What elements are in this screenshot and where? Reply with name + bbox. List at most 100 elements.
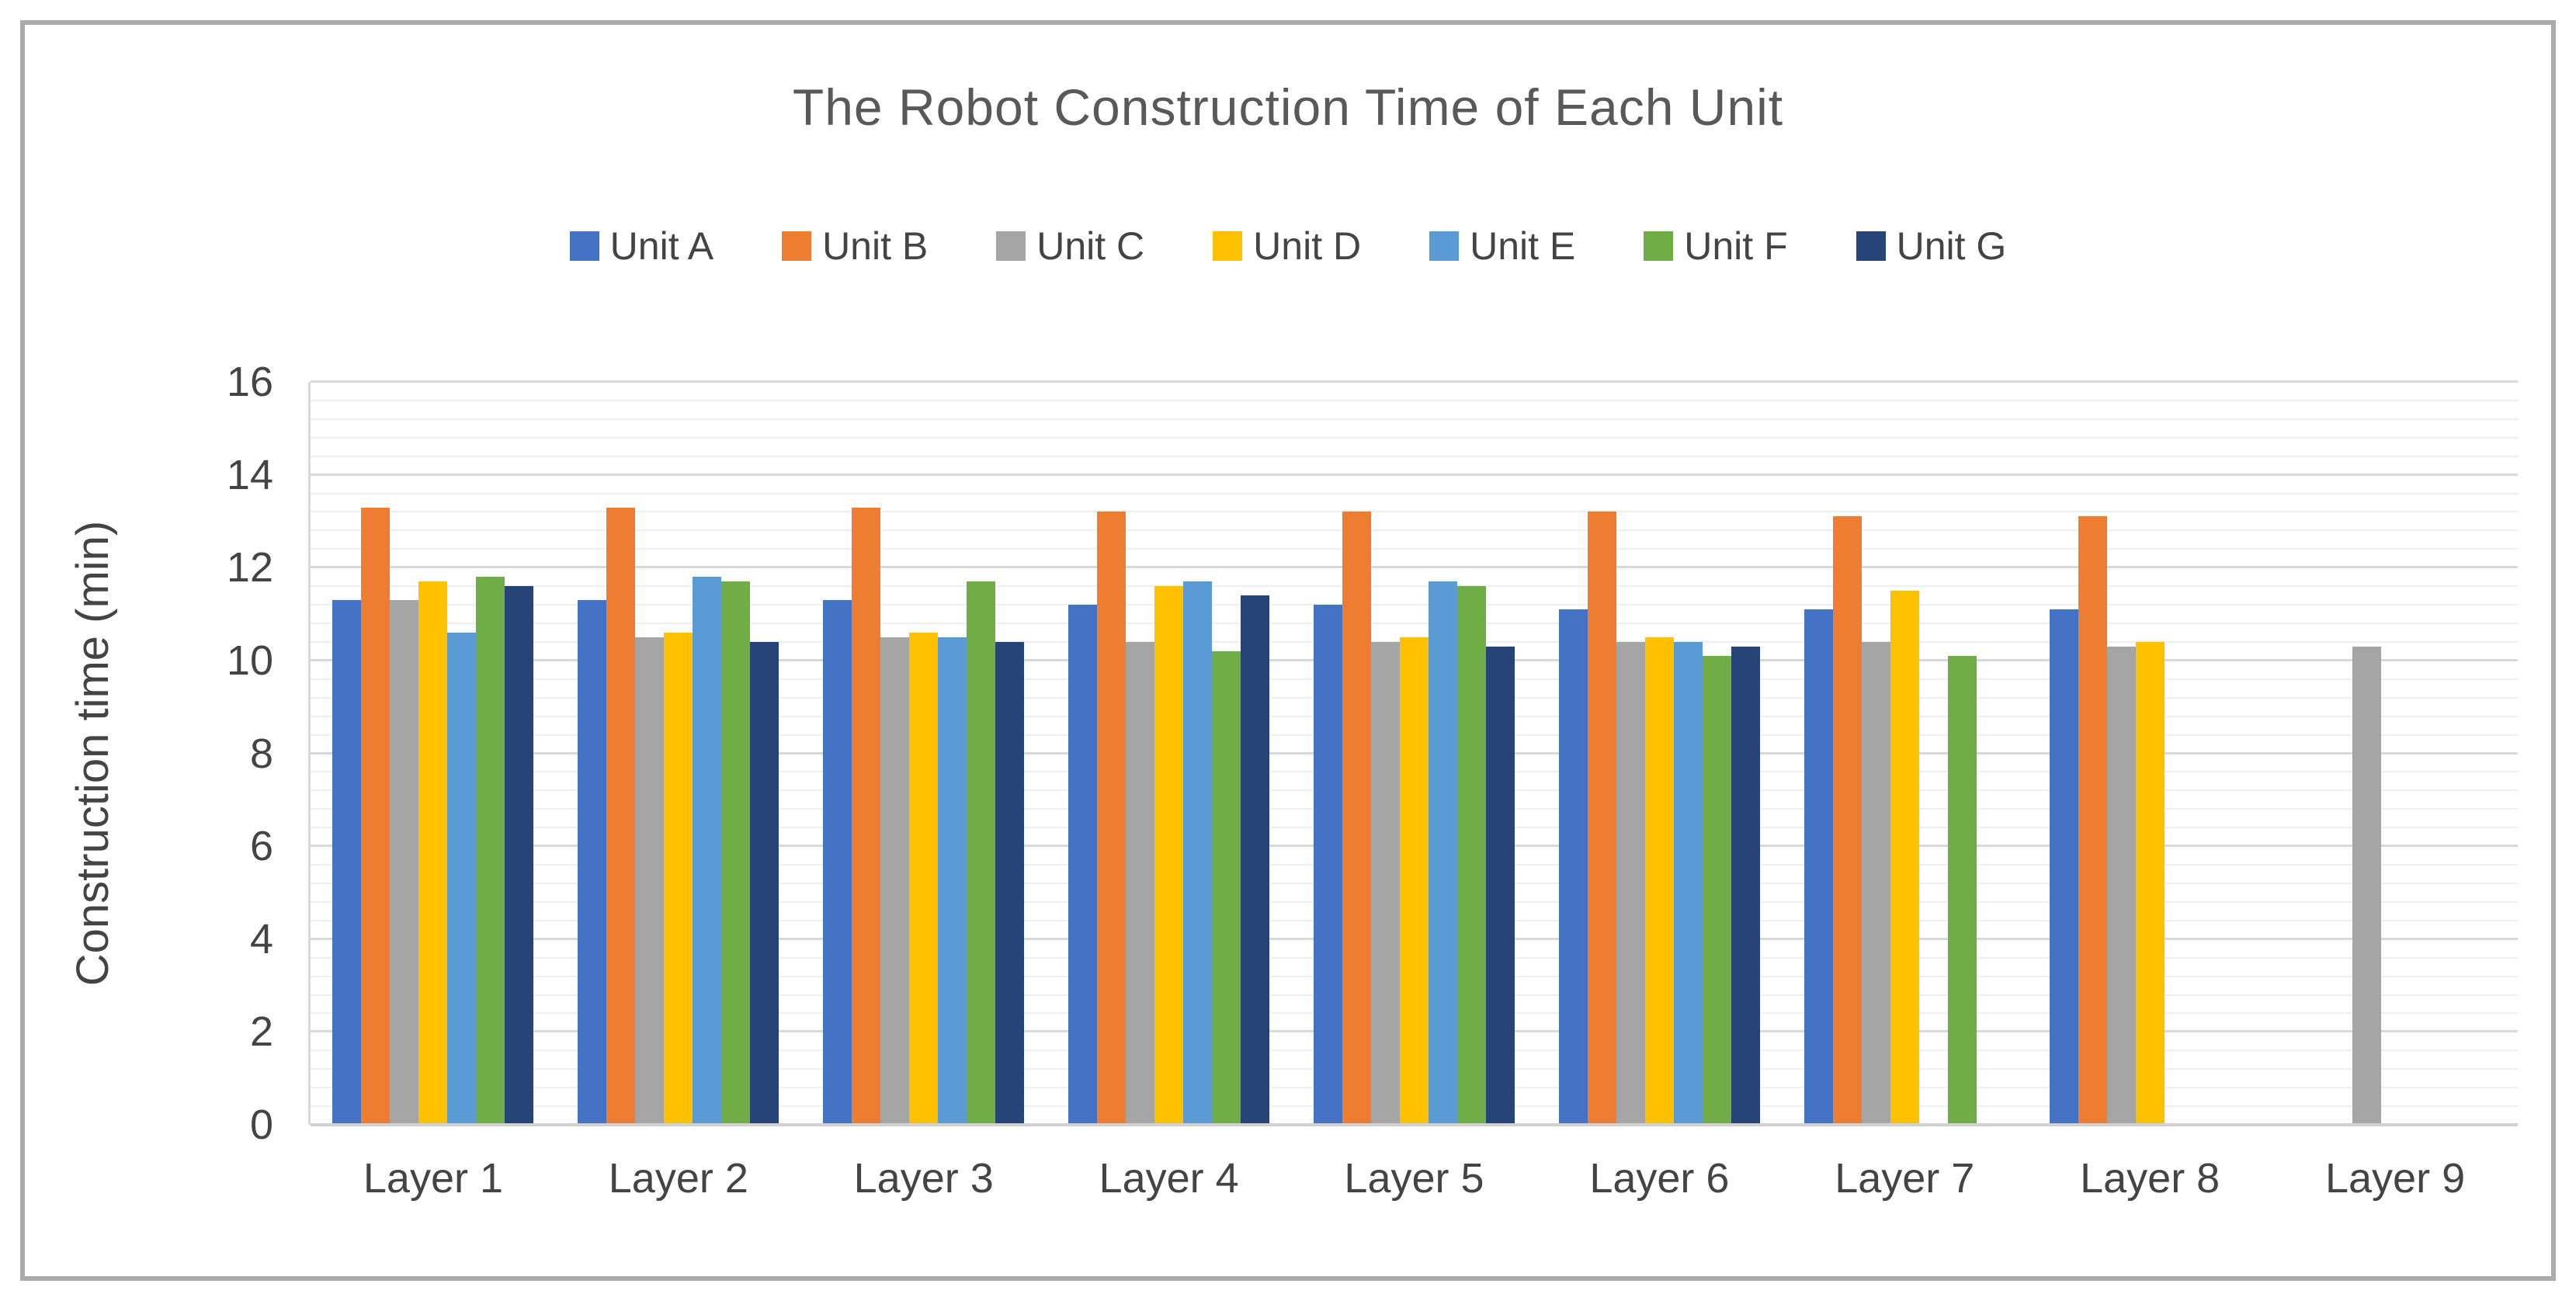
y-tick-label: 8: [249, 730, 273, 777]
legend-label: Unit C: [1036, 224, 1145, 268]
bar-unit-d-layer-3: [909, 633, 939, 1125]
y-axis-line: [308, 382, 311, 1125]
x-axis-label-layer-1: Layer 1: [363, 1155, 503, 1202]
y-tick-label: 10: [226, 637, 273, 684]
bar-unit-c-layer-8: [2106, 646, 2136, 1125]
bar-unit-b-layer-1: [361, 507, 391, 1125]
bar-group-layer-1: [311, 382, 556, 1125]
bar-unit-f-layer-7: [1947, 655, 1977, 1125]
bar-group-layer-8: [2027, 382, 2272, 1125]
bar-group-layer-5: [1292, 382, 1537, 1125]
bar-unit-a-layer-7: [1804, 609, 1833, 1125]
bar-unit-d-layer-6: [1644, 637, 1674, 1125]
bar-unit-g-layer-1: [505, 586, 534, 1125]
legend-item-unit-d: Unit D: [1213, 224, 1361, 269]
legend: Unit A Unit B Unit C Unit D Unit E Unit F Unit…: [0, 224, 2576, 269]
legend-item-unit-g: Unit G: [1856, 224, 2007, 269]
bar-unit-c-layer-5: [1371, 641, 1400, 1125]
minor-gridline: [311, 436, 2518, 439]
minor-gridline: [311, 492, 2518, 494]
bar-unit-d-layer-4: [1154, 586, 1184, 1125]
y-tick-label: 0: [249, 1102, 273, 1148]
x-axis-label-layer-6: Layer 6: [1589, 1155, 1730, 1202]
bar-unit-d-layer-8: [2135, 641, 2165, 1125]
bar-unit-b-layer-3: [852, 507, 881, 1125]
legend-item-unit-f: Unit F: [1644, 224, 1788, 269]
bar-unit-a-layer-5: [1314, 605, 1342, 1125]
bar-unit-a-layer-6: [1558, 609, 1588, 1125]
bar-unit-b-layer-5: [1342, 512, 1371, 1125]
legend-label: Unit A: [609, 224, 714, 268]
bar-group-layer-3: [801, 382, 1047, 1125]
plot-area: [308, 380, 2518, 1126]
bar-unit-a-layer-2: [578, 600, 607, 1125]
y-tick-label: 2: [249, 1008, 273, 1056]
legend-label: Unit F: [1684, 224, 1788, 268]
bar-unit-a-layer-4: [1068, 605, 1098, 1125]
bar-group-layer-4: [1047, 382, 1292, 1125]
bar-unit-e-layer-4: [1183, 581, 1213, 1125]
x-axis-labels: Layer 1 Layer 2 Layer 3 Layer 4 Layer 5 Layer…: [311, 1154, 2518, 1209]
bar-unit-g-layer-5: [1486, 646, 1515, 1125]
bar-unit-g-layer-2: [750, 641, 779, 1125]
legend-label: Unit B: [822, 224, 929, 268]
bar-unit-c-layer-2: [635, 637, 665, 1125]
legend-label: Unit G: [1896, 224, 2007, 268]
minor-gridline: [311, 604, 2518, 606]
bar-unit-a-layer-8: [2049, 609, 2078, 1125]
bar-unit-e-layer-2: [693, 577, 722, 1125]
bar-unit-d-layer-1: [418, 581, 448, 1125]
legend-label: Unit E: [1470, 224, 1576, 268]
x-axis-baseline: [311, 1123, 2518, 1126]
bar-unit-f-layer-6: [1702, 655, 1731, 1125]
bar-unit-c-layer-6: [1616, 641, 1645, 1125]
bar-unit-d-layer-7: [1890, 591, 1919, 1125]
y-tick-label: 6: [249, 823, 273, 870]
bar-group-layer-7: [1782, 382, 2027, 1125]
bar-unit-g-layer-6: [1731, 646, 1760, 1125]
bar-unit-b-layer-6: [1587, 512, 1616, 1125]
bar-group-layer-9: [2272, 382, 2518, 1125]
bar-group-layer-6: [1536, 382, 1782, 1125]
legend-item-unit-a: Unit A: [569, 224, 714, 269]
bar-unit-b-layer-2: [606, 507, 636, 1125]
legend-swatch-unit-g: [1856, 231, 1886, 261]
bar-unit-f-layer-1: [476, 577, 505, 1125]
legend-swatch-unit-e: [1429, 231, 1460, 261]
bar-unit-f-layer-2: [721, 581, 751, 1125]
bar-unit-c-layer-3: [880, 637, 910, 1125]
legend-item-unit-c: Unit C: [996, 224, 1144, 269]
bar-unit-f-layer-3: [967, 581, 996, 1125]
minor-gridline: [311, 418, 2518, 420]
bar-unit-e-layer-1: [447, 633, 477, 1125]
bar-unit-b-layer-4: [1097, 512, 1127, 1125]
major-gridline: [311, 566, 2518, 569]
bar-unit-f-layer-5: [1457, 586, 1486, 1125]
bar-unit-g-layer-3: [995, 641, 1025, 1125]
minor-gridline: [311, 623, 2518, 625]
bar-unit-d-layer-5: [1400, 637, 1429, 1125]
bar-unit-c-layer-4: [1126, 641, 1155, 1125]
bar-unit-a-layer-1: [332, 600, 362, 1125]
bar-unit-c-layer-9: [2352, 646, 2381, 1125]
major-gridline: [311, 473, 2518, 476]
legend-swatch-unit-b: [782, 231, 812, 261]
x-axis-label-layer-3: Layer 3: [853, 1155, 994, 1202]
bar-unit-e-layer-3: [938, 637, 967, 1125]
legend-label: Unit D: [1253, 224, 1362, 268]
bar-unit-f-layer-4: [1212, 650, 1241, 1125]
bar-unit-c-layer-7: [1861, 641, 1890, 1125]
bar-groups: [311, 382, 2518, 1125]
minor-gridline: [311, 399, 2518, 401]
minor-gridline: [311, 585, 2518, 588]
bar-unit-b-layer-8: [2078, 516, 2107, 1125]
bar-unit-e-layer-5: [1429, 581, 1457, 1125]
legend-swatch-unit-c: [996, 231, 1026, 261]
legend-swatch-unit-d: [1213, 231, 1243, 261]
x-axis-label-layer-7: Layer 7: [1835, 1155, 1975, 1202]
legend-swatch-unit-f: [1644, 231, 1674, 261]
bar-unit-a-layer-3: [823, 600, 852, 1125]
y-tick-label: 12: [226, 544, 273, 592]
x-axis-label-layer-2: Layer 2: [608, 1155, 748, 1202]
y-tick-label: 4: [249, 915, 273, 963]
